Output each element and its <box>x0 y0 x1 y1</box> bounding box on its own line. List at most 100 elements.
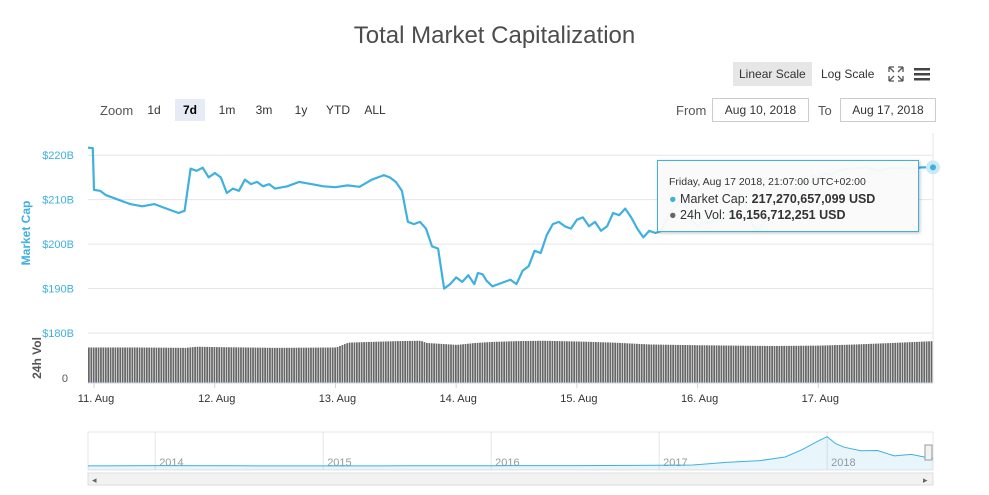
volume-bar <box>773 345 776 383</box>
volume-bar <box>302 347 305 383</box>
volume-bar <box>681 344 684 383</box>
volume-bar <box>486 342 489 383</box>
volume-bar <box>585 341 588 383</box>
volume-bar <box>715 345 718 383</box>
volume-bar <box>411 340 414 383</box>
navigator-handle[interactable] <box>924 444 933 461</box>
zoom-label: Zoom <box>100 103 134 118</box>
zoom-3m-button[interactable]: 3m <box>255 103 273 117</box>
fullscreen-icon[interactable] <box>886 64 906 84</box>
volume-bar <box>916 341 918 383</box>
volume-bar <box>505 341 508 383</box>
volume-bar <box>343 344 346 383</box>
volume-bar <box>450 344 452 383</box>
volume-bar <box>406 340 409 383</box>
volume-axis-label: 24h Vol <box>30 337 44 379</box>
volume-bar <box>493 341 496 383</box>
volume-bar <box>413 340 416 383</box>
volume-bar <box>445 344 448 383</box>
volume-bar <box>689 345 691 383</box>
volume-bar <box>858 344 860 383</box>
volume-bar <box>875 343 877 383</box>
volume-bar <box>459 344 462 383</box>
x-tick-label: 15. Aug <box>560 393 597 405</box>
volume-bars <box>88 340 933 383</box>
volume-bar <box>331 347 334 383</box>
volume-bar <box>660 344 662 383</box>
zoom-all-button[interactable]: ALL <box>364 103 386 117</box>
volume-bar <box>556 341 559 383</box>
zoom-1y-button[interactable]: 1y <box>294 103 308 117</box>
zoom-7d-button[interactable]: 7d <box>175 99 205 121</box>
volume-bar <box>305 347 308 383</box>
volume-bar <box>611 342 614 383</box>
volume-bar <box>189 347 192 383</box>
volume-bar <box>215 347 218 383</box>
volume-bar <box>358 342 361 383</box>
zoom-1d-button[interactable]: 1d <box>147 103 161 117</box>
volume-bar <box>515 341 518 383</box>
volume-bar <box>805 345 807 383</box>
x-tick-label: 17. Aug <box>802 393 839 405</box>
volume-bar <box>266 347 269 383</box>
volume-bar <box>351 342 353 383</box>
volume-bar <box>636 343 638 383</box>
volume-bar <box>389 341 392 383</box>
volume-bar <box>742 345 745 383</box>
volume-bar <box>860 344 863 383</box>
to-date-input[interactable]: Aug 17, 2018 <box>840 98 936 122</box>
volume-bar <box>300 347 303 383</box>
volume-bar <box>561 341 563 383</box>
volume-bar <box>872 343 875 383</box>
volume-bar <box>476 342 479 383</box>
volume-bar <box>508 341 510 383</box>
volume-bar <box>285 347 288 383</box>
volume-bar <box>788 345 790 383</box>
volume-bar <box>375 341 378 383</box>
volume-bar <box>474 342 477 383</box>
linear-scale-button[interactable]: Linear Scale <box>733 62 812 86</box>
volume-bar <box>674 344 677 383</box>
volume-bar <box>764 345 766 383</box>
volume-bar <box>510 341 513 383</box>
volume-bar <box>814 345 817 383</box>
volume-bar <box>440 343 443 383</box>
volume-bar <box>730 345 732 383</box>
volume-bar <box>172 347 175 383</box>
volume-bar <box>126 347 129 383</box>
volume-bar <box>537 340 539 383</box>
volume-bar <box>223 347 225 383</box>
navigator[interactable]: 20142015201620172018◂▸ <box>87 431 934 486</box>
volume-bar <box>517 341 520 383</box>
x-tick-label: 12. Aug <box>198 393 235 405</box>
volume-bar <box>232 347 235 383</box>
log-scale-button[interactable]: Log Scale <box>821 67 875 81</box>
chart-title: Total Market Capitalization <box>353 22 636 49</box>
volume-bar <box>271 347 274 383</box>
volume-bar <box>534 340 537 383</box>
scroll-left-icon[interactable]: ◂ <box>92 475 97 485</box>
from-date-input[interactable]: Aug 10, 2018 <box>712 98 809 122</box>
volume-bar <box>604 342 607 383</box>
volume-bar <box>469 343 472 383</box>
scroll-right-icon[interactable]: ▸ <box>923 475 928 485</box>
volume-bar <box>623 343 626 383</box>
volume-bar <box>346 343 349 383</box>
volume-bar <box>720 345 723 383</box>
volume-bar <box>570 341 573 383</box>
volume-bar <box>355 342 358 383</box>
volume-bar <box>177 347 180 383</box>
scrollbar-track[interactable] <box>87 472 934 486</box>
volume-bar <box>133 347 136 383</box>
volume-bar <box>756 345 759 383</box>
volume-bar <box>155 347 158 383</box>
zoom-1m-button[interactable]: 1m <box>218 103 236 117</box>
volume-bar <box>553 341 556 383</box>
volume-bar <box>691 345 694 383</box>
volume-bar <box>409 340 411 383</box>
volume-bar <box>780 345 783 383</box>
volume-bar <box>759 345 761 383</box>
menu-icon[interactable] <box>912 64 932 84</box>
zoom-ytd-button[interactable]: YTD <box>326 103 350 117</box>
